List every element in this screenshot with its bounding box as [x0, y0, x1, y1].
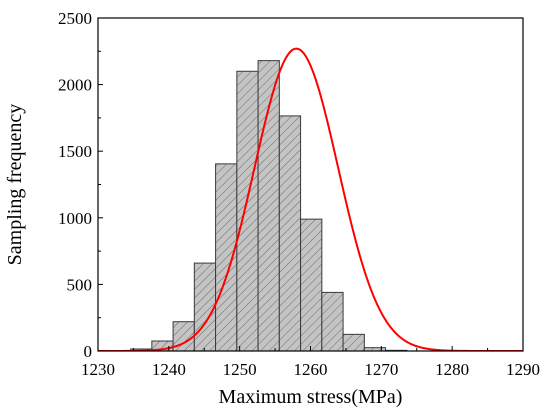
- histogram-bar: [236, 70, 259, 351]
- x-tick-label: 1240: [152, 360, 186, 379]
- histogram-bar: [363, 347, 387, 351]
- y-tick-label: 1000: [58, 209, 92, 228]
- histogram-bar: [215, 163, 238, 351]
- y-tick-label: 2500: [58, 9, 92, 28]
- y-tick-label: 2000: [58, 76, 92, 95]
- x-tick-label: 1260: [294, 360, 328, 379]
- histogram-bar: [278, 115, 302, 351]
- y-axis-title: Sampling frequency: [4, 104, 26, 266]
- x-axis-ticks: 1230 1240 1250 1260 1270 1280 1290: [81, 346, 540, 379]
- x-tick-label: 1280: [435, 360, 469, 379]
- x-tick-label: 1230: [81, 360, 115, 379]
- x-axis-title: Maximum stress(MPa): [219, 386, 403, 408]
- histogram-bar: [321, 291, 344, 351]
- histogram-bar: [300, 218, 323, 351]
- x-tick-label: 1290: [506, 360, 540, 379]
- histogram-bar: [342, 333, 365, 351]
- y-tick-label: 0: [84, 342, 93, 361]
- y-axis-ticks: 0 500 1000 1500 2000 2500: [58, 9, 103, 361]
- y-tick-label: 1500: [58, 142, 92, 161]
- y-tick-label: 500: [67, 275, 93, 294]
- x-tick-label: 1270: [364, 360, 398, 379]
- x-tick-label: 1250: [223, 360, 257, 379]
- histogram-bar: [193, 262, 217, 351]
